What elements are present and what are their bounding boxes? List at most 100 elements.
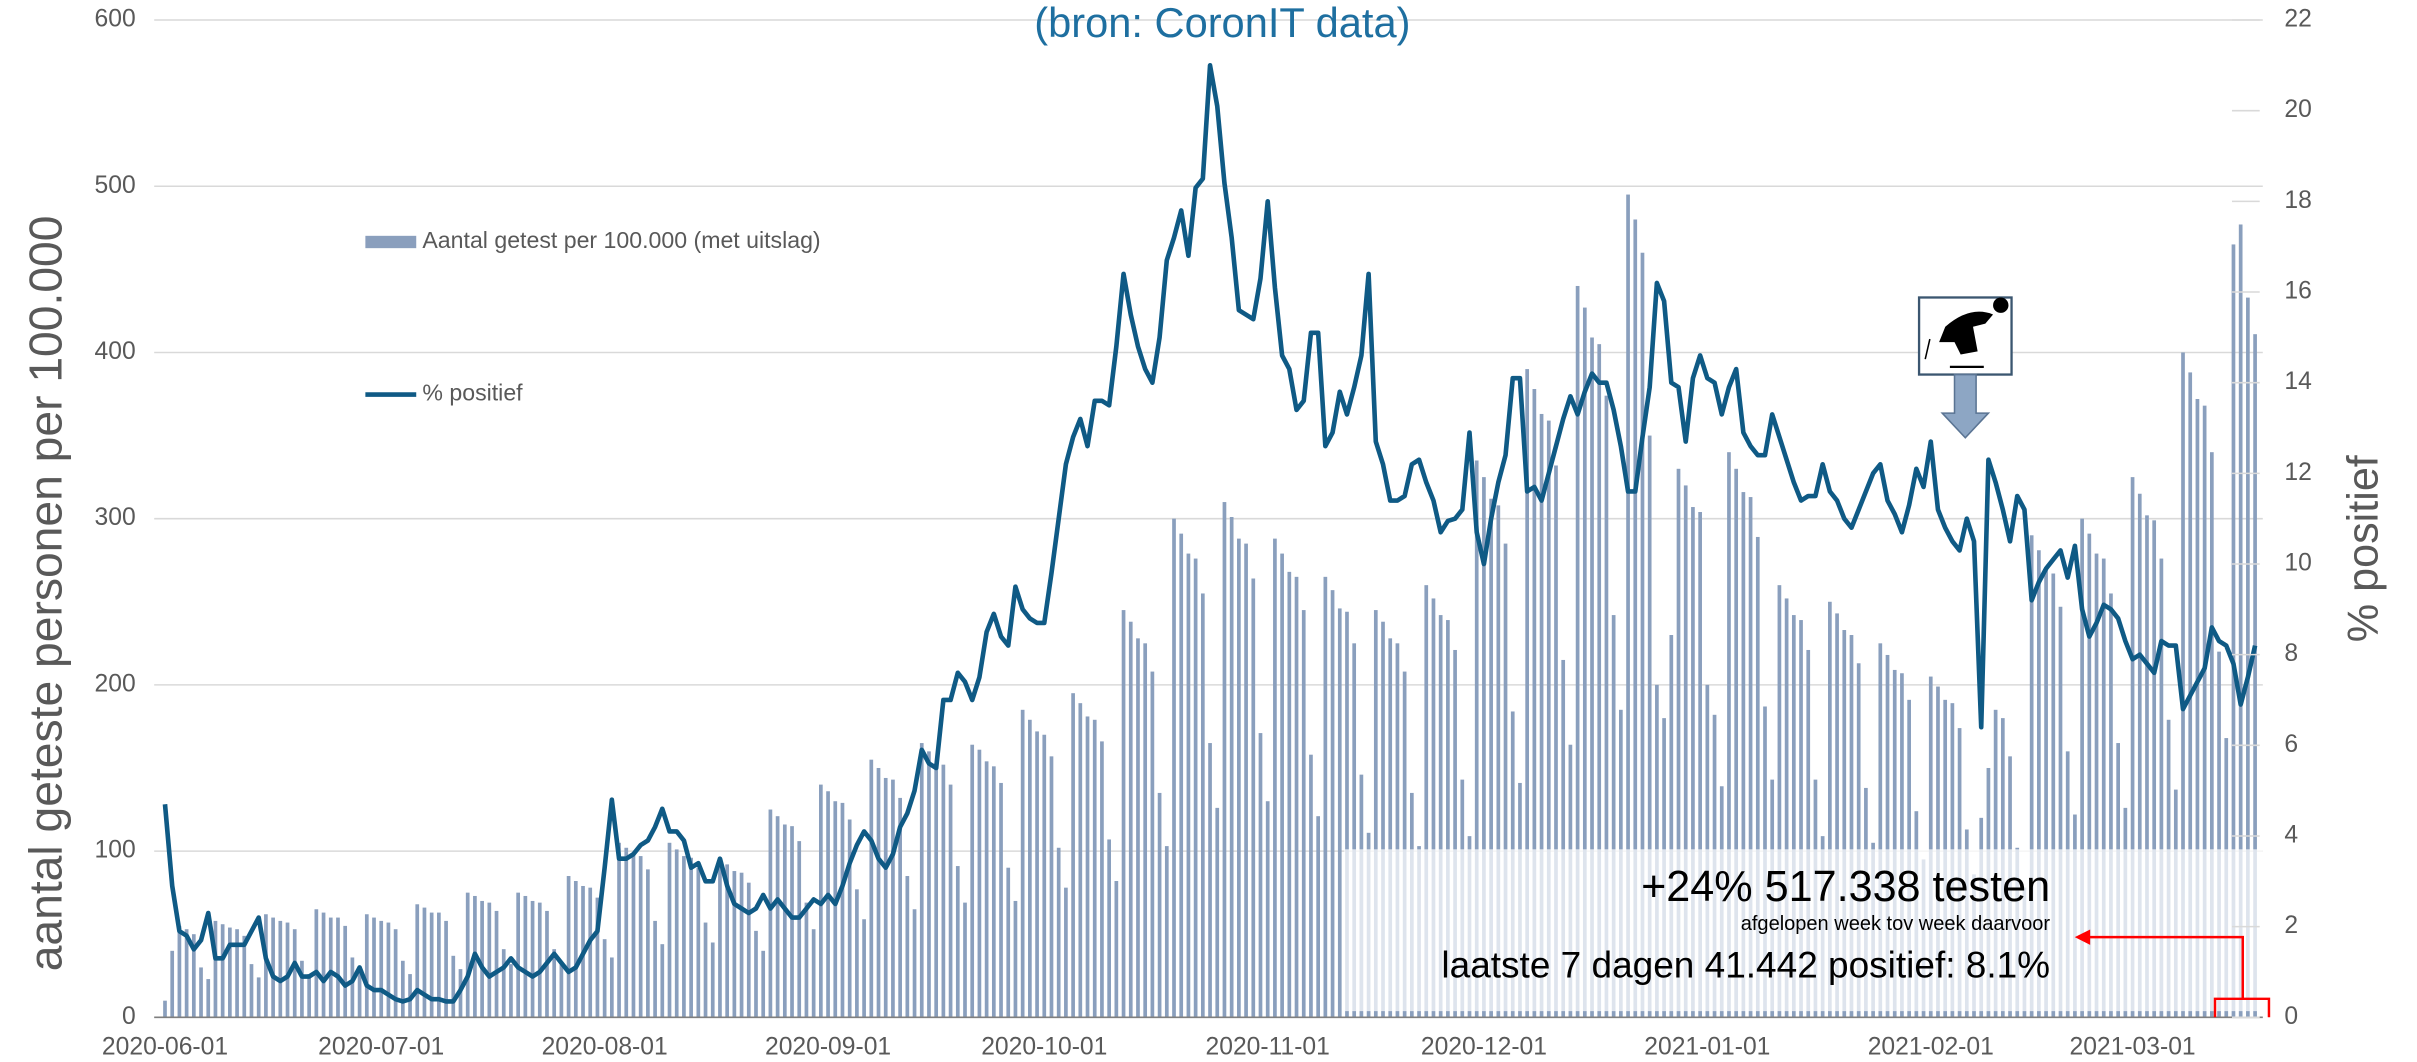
bar: [1835, 613, 1839, 1018]
bar: [1244, 543, 1248, 1018]
bar: [1237, 538, 1241, 1018]
bar: [2195, 398, 2200, 1018]
bar: [1316, 816, 1320, 1018]
bar: [1121, 610, 1126, 1018]
bar: [321, 912, 326, 1018]
bar: [1258, 733, 1263, 1018]
bar: [494, 910, 499, 1018]
bar: [379, 920, 384, 1018]
bar: [970, 744, 975, 1018]
y-tick-label: 0: [122, 1003, 136, 1030]
bar: [1013, 900, 1018, 1018]
bar: [1208, 743, 1212, 1018]
bar: [912, 909, 917, 1018]
y-axis-title: aantal geteste personen per 100.000: [20, 216, 72, 972]
bar: [177, 925, 182, 1018]
bar: [1575, 285, 1580, 1018]
bar: [1028, 719, 1032, 1018]
bar: [1388, 638, 1393, 1018]
bar: [264, 914, 268, 1018]
bar: [847, 819, 852, 1018]
bar: [480, 900, 484, 1018]
bar: [1734, 468, 1739, 1018]
x-tick-label: 2020-09-01: [765, 1034, 891, 1061]
line: [162, 63, 2258, 1004]
y2-tick-label: 2: [2284, 912, 2298, 939]
bar: [2130, 477, 2135, 1018]
x-tick-label: 2021-01-01: [1644, 1034, 1770, 1061]
bar: [891, 779, 895, 1018]
bar: [682, 856, 686, 1018]
bar: [552, 949, 557, 1018]
bar: [530, 900, 535, 1018]
bar: [1496, 505, 1501, 1018]
legend-label: Aantal getest per 100.000 (met uitslag): [422, 227, 820, 253]
bar: [1525, 369, 1530, 1018]
bar: [1078, 703, 1083, 1018]
x-tick-label: 2021-03-01: [2070, 1034, 2196, 1061]
bar: [1294, 576, 1299, 1018]
bar: [1453, 649, 1457, 1018]
bar: [386, 922, 391, 1018]
bar: [1345, 611, 1349, 1018]
y2-tick-label: 0: [2284, 1003, 2298, 1030]
bar: [213, 920, 218, 1018]
annotation: +24% 517.338 testen: [1641, 863, 2050, 911]
lines: [162, 63, 2258, 1004]
bar: [573, 881, 578, 1018]
bar: [451, 955, 456, 1018]
bar: [1604, 395, 1609, 1018]
bar: [2209, 452, 2214, 1018]
bar: [1186, 553, 1191, 1018]
bar: [2238, 224, 2243, 1018]
bar: [790, 826, 794, 1018]
bar: [1474, 460, 1479, 1018]
bar: [1900, 673, 1904, 1018]
bar: [2152, 520, 2157, 1018]
bar: [1806, 649, 1811, 1018]
bar: [1114, 881, 1119, 1018]
bar: [1669, 635, 1674, 1018]
y2-axis-title: % positief: [2339, 454, 2387, 642]
bar: [1309, 754, 1313, 1018]
bar: [228, 927, 232, 1018]
bar: [2051, 573, 2056, 1018]
legend: Aantal getest per 100.000 (met uitslag)%…: [365, 227, 821, 406]
x-tick-label: 2020-11-01: [1206, 1034, 1330, 1061]
y2-tick-label: 18: [2284, 187, 2311, 214]
bar: [941, 764, 946, 1018]
chart-title: (bron: CoronIT data): [1034, 0, 1410, 46]
bar: [307, 974, 311, 1018]
bar: [725, 864, 730, 1018]
y-tick-label: 600: [95, 6, 136, 33]
bar: [1251, 578, 1256, 1018]
bar: [1626, 194, 1630, 1018]
bar: [1842, 630, 1847, 1018]
bar: [948, 784, 953, 1018]
bar: [523, 895, 528, 1018]
bar: [1784, 598, 1789, 1018]
bar: [804, 902, 809, 1018]
bar: [1597, 344, 1602, 1018]
bar: [963, 902, 967, 1018]
bar: [905, 876, 910, 1018]
y-tick-label: 400: [95, 338, 136, 365]
bar: [1698, 512, 1702, 1018]
bar: [977, 749, 982, 1018]
y-tick-label: 300: [95, 504, 136, 531]
bar: [955, 866, 960, 1018]
x-tick-label: 2020-12-01: [1421, 1034, 1547, 1061]
bar: [1056, 847, 1061, 1018]
bar: [588, 887, 593, 1018]
bar: [2109, 593, 2113, 1018]
bar: [1755, 536, 1760, 1018]
bar: [364, 914, 369, 1018]
skater-icon: [1917, 296, 2013, 376]
bar: [934, 762, 939, 1018]
bar: [1179, 533, 1184, 1018]
red-arrowhead: [2074, 929, 2091, 945]
x-tick-label: 2021-02-01: [1868, 1034, 1994, 1061]
y2-tick-label: 20: [2284, 96, 2311, 123]
bar: [242, 935, 247, 1018]
